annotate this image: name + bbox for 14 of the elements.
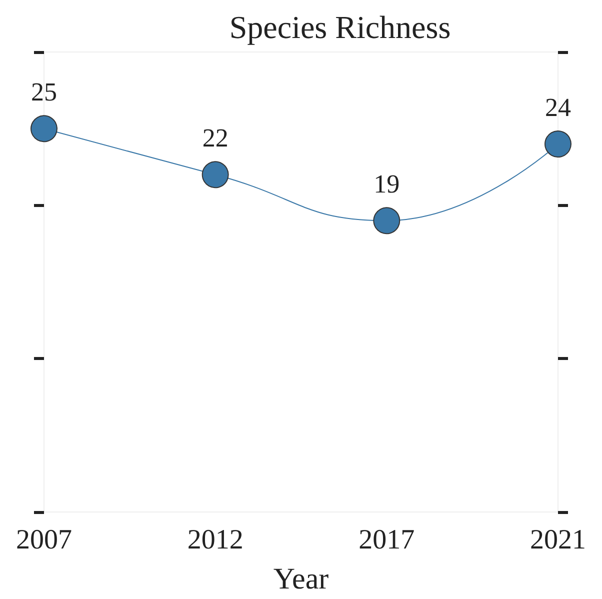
- data-label: 24: [545, 93, 571, 122]
- point: [202, 161, 229, 188]
- chart-title: Species Richness: [229, 9, 451, 45]
- x-tick-label: 2017: [358, 524, 415, 556]
- x-tick-label: 2021: [530, 524, 586, 556]
- x-tick-label: 2007: [16, 524, 72, 556]
- point: [373, 207, 400, 234]
- data-label: 25: [31, 78, 57, 107]
- x-tick-label: 2012: [187, 524, 244, 556]
- x-axis-title: Year: [273, 562, 329, 596]
- data-label: 22: [202, 124, 228, 153]
- point: [544, 130, 572, 158]
- point: [30, 115, 58, 142]
- data-label: 19: [374, 170, 400, 199]
